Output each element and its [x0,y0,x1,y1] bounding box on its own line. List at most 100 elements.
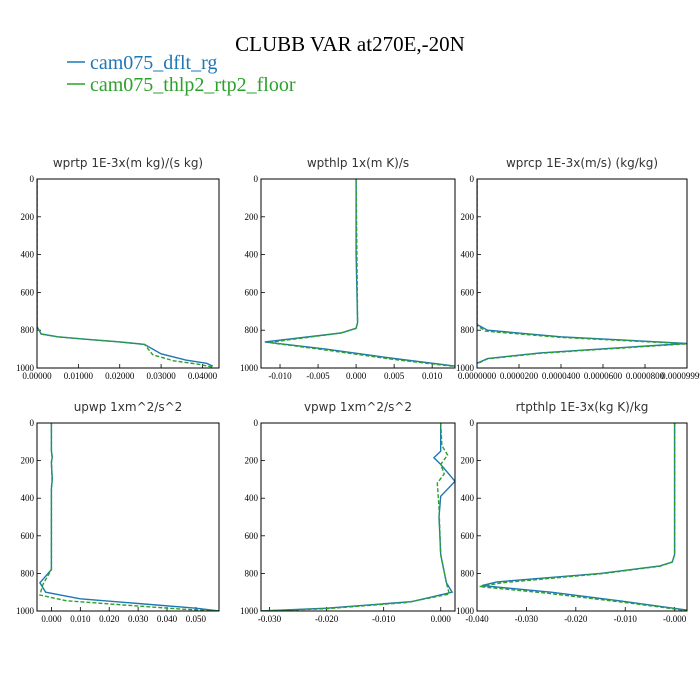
panel-5: rtpthlp 1E-3x(kg K)/kg02004006008001000-… [456,400,688,624]
plot-frame [476,178,688,369]
plot-frame [260,178,456,369]
x-tick-label: 0.01000 [64,371,94,381]
panel-1: wpthlp 1x(m K)/s 0 200 400 600 800 1000 -0.010 -… [240,156,456,381]
y-tick-label: 800 [245,568,259,578]
x-tick-label: 0.040 [157,614,178,624]
x-tick-label: -0.010 [268,371,292,381]
y-tick-label: 600 [21,531,35,541]
plot-frame [36,422,220,612]
y-tick-label: 1000 [456,606,475,616]
x-tick-label: 0.03000 [146,371,176,381]
series-line-0 [261,423,455,611]
x-tick-label: 0.0000200 [500,371,539,381]
x-tick-label: 0.000 [431,614,452,624]
x-tick-label: 0.005 [384,371,405,381]
y-tick-label: 600 [21,287,35,297]
x-tick-label: -0.010 [372,614,396,624]
y-tick-label: 0 [254,174,259,184]
y-tick-label: 800 [245,325,259,335]
plot-frame [36,178,220,369]
y-tick-label: 400 [461,250,475,260]
panel-title: wprtp 1E-3x(m kg)/(s kg) [53,156,203,170]
panel-title: vpwp 1xm^2/s^2 [304,400,412,414]
panel-title: wprcp 1E-3x(m/s) (kg/kg) [506,156,658,170]
x-tick-label: 0.0000000 [458,371,497,381]
y-tick-label: 1000 [240,606,259,616]
x-tick-label: 0.0000800 [626,371,665,381]
x-tick-label: -0.040 [465,614,489,624]
series-line-0 [37,179,214,367]
y-tick-label: 0 [254,418,259,428]
panels: wprtp 1E-3x(m kg)/(s kg) 0 200 400 600 800 100… [16,156,700,624]
x-tick-label: -0.020 [564,614,588,624]
panel-4: vpwp 1xm^2/s^2 0 200 400 600 800 1000-0.030 -0.… [240,400,456,624]
x-tick-label: 0.000 [346,371,367,381]
x-tick-label: 0.0000999999 [661,371,700,381]
plot-frame [476,422,688,612]
y-tick-label: 800 [461,568,475,578]
x-tick-label: 0.04000 [188,371,218,381]
x-tick-label: 0.0000400 [542,371,581,381]
y-tick-label: 400 [21,250,35,260]
y-tick-label: 200 [245,212,259,222]
x-tick-label: -0.000 [663,614,687,624]
y-tick-label: 800 [21,325,35,335]
legend-label-0: cam075_dflt_rg [90,52,217,74]
y-tick-label: 1000 [16,363,35,373]
series-line-1 [261,423,451,611]
y-tick-label: 0 [470,418,475,428]
legend-label-1: cam075_thlp2_rtp2_floor [90,74,296,96]
figure-title: CLUBB VAR at270E,-20N [235,32,465,56]
x-tick-label: 0.050 [186,614,207,624]
y-tick-label: 600 [245,287,259,297]
series-line-1 [268,179,455,368]
series-line-0 [477,179,687,364]
y-tick-label: 200 [21,456,35,466]
x-tick-label: 0.010 [422,371,443,381]
y-tick-label: 400 [461,493,475,503]
series-line-0 [264,179,455,367]
plot-frame [260,422,456,612]
y-tick-label: 200 [245,456,259,466]
x-tick-label: 0.00000 [22,371,52,381]
legend: cam075_dflt_rg cam075_thlp2_rtp2_floor [67,52,296,96]
y-tick-label: 400 [245,250,259,260]
y-tick-label: 1000 [240,363,259,373]
x-tick-label: 0.000 [41,614,62,624]
panel-title: wpthlp 1x(m K)/s [307,156,409,170]
x-tick-label: 0.02000 [105,371,135,381]
y-tick-label: 800 [461,325,475,335]
x-tick-label: 0.010 [70,614,91,624]
y-tick-label: 800 [21,568,35,578]
panel-2: wprcp 1E-3x(m/s) (kg/kg) 0 200 400 600 800 100… [456,156,700,381]
x-tick-label: -0.005 [306,371,330,381]
series-line-1 [479,423,687,611]
y-tick-label: 400 [245,493,259,503]
y-tick-label: 400 [21,493,35,503]
series-line-0 [39,423,219,611]
x-tick-label: -0.030 [515,614,539,624]
panel-title: rtpthlp 1E-3x(kg K)/kg [516,400,649,414]
x-tick-label: 0.0000600 [584,371,623,381]
y-tick-label: 200 [21,212,35,222]
y-tick-label: 600 [461,287,475,297]
panel-0: wprtp 1E-3x(m kg)/(s kg) 0 200 400 600 800 100… [16,156,220,381]
series-line-1 [39,423,219,611]
y-tick-label: 200 [461,212,475,222]
x-tick-label: 0.030 [128,614,149,624]
panel-3: upwp 1xm^2/s^2 0 200 400 600 800 1000 0.000 0.01… [16,400,220,624]
y-tick-label: 600 [245,531,259,541]
x-tick-label: -0.020 [315,614,339,624]
y-tick-label: 0 [30,418,35,428]
series-line-1 [477,179,687,365]
y-tick-label: 600 [461,531,475,541]
panel-title: upwp 1xm^2/s^2 [74,400,183,414]
y-tick-label: 0 [30,174,35,184]
y-tick-label: 1000 [456,363,475,373]
x-tick-label: 0.020 [99,614,120,624]
x-tick-label: -0.010 [614,614,638,624]
y-tick-label: 200 [461,456,475,466]
y-tick-label: 0 [470,174,475,184]
x-tick-label: -0.030 [258,614,282,624]
